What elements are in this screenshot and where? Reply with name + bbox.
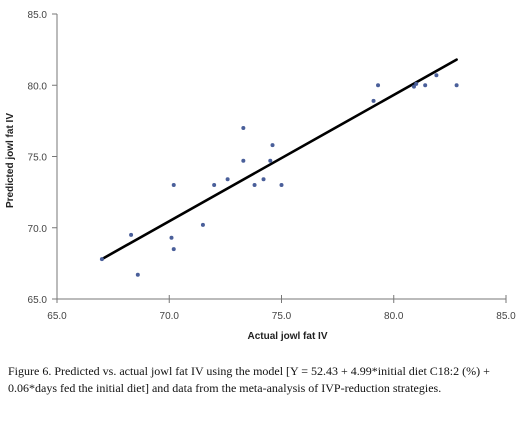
data-point [129,232,134,237]
y-axis-title: Predicted jowl fat IV [5,113,16,208]
data-point [434,73,439,78]
data-point [171,247,176,252]
regression-line [100,58,458,261]
y-tick-label: 70.0 [28,224,48,235]
x-tick-label: 65.0 [47,311,67,322]
x-tick-label: 80.0 [384,311,404,322]
data-point [411,84,416,89]
data-point [135,272,140,277]
x-tick-label: 85.0 [496,311,516,322]
chart-axes: 65.0 70.0 75.0 80.0 85.0 65.0 70.0 75.0 80.0 85.0 [28,10,517,322]
data-point [414,81,419,86]
x-tick-label: 75.0 [272,311,292,322]
data-point [268,158,273,163]
x-tick-label: 70.0 [160,311,180,322]
data-point [252,183,257,187]
data-point [261,177,266,182]
data-point [454,83,459,88]
scatter-chart: 65.0 70.0 75.0 80.0 85.0 65.0 70.0 75.0 80.0 85.0… [5,10,517,342]
data-point [171,183,176,187]
data-point [376,83,381,88]
data-point [241,126,246,130]
x-axis-title: Actual jowl fat IV [247,331,327,342]
y-tick-label: 85.0 [28,10,48,21]
data-point [279,183,284,187]
data-point [241,158,246,163]
data-point [99,257,104,262]
data-point [169,235,174,240]
y-tick-label: 65.0 [28,295,48,306]
y-tick-label: 75.0 [28,153,48,164]
figure-caption: Figure 6. Predicted vs. actual jowl fat … [8,364,490,395]
data-point [212,183,217,187]
y-tick-label: 80.0 [28,81,48,92]
data-point [225,177,230,182]
data-point [200,222,205,227]
data-point [270,143,275,148]
data-point [371,98,376,103]
chart-marks [99,58,459,277]
data-point [423,83,428,88]
